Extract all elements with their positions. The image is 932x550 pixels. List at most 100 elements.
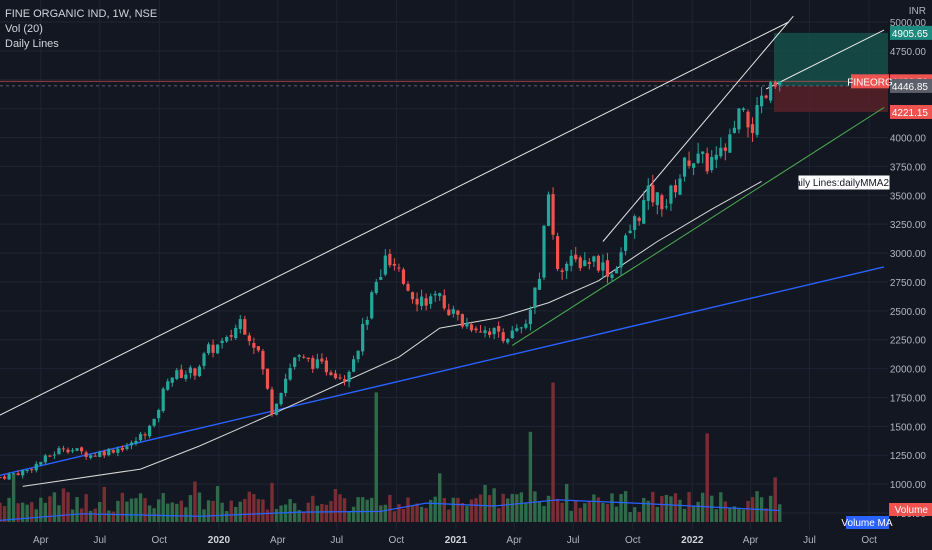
volume-bar bbox=[438, 473, 442, 522]
candle-body bbox=[80, 447, 84, 452]
candle-body bbox=[311, 357, 315, 369]
volume-bar bbox=[592, 494, 596, 522]
volume-bar bbox=[147, 505, 152, 522]
chart-legend: FINE ORGANIC IND, 1W, NSE Vol (20) Daily… bbox=[5, 7, 157, 52]
candle-body bbox=[116, 448, 120, 453]
volume-bar bbox=[551, 382, 555, 522]
volume-bar bbox=[768, 495, 773, 522]
candle-body bbox=[206, 344, 211, 354]
volume-bar bbox=[660, 496, 664, 522]
price-tick-label: 4000.00 bbox=[890, 134, 927, 145]
volume-bar bbox=[156, 499, 161, 522]
volume-bar bbox=[664, 494, 669, 522]
candle-body bbox=[102, 451, 106, 456]
candle-body bbox=[320, 358, 324, 362]
volume-bar bbox=[732, 506, 737, 522]
candle-body bbox=[596, 255, 600, 271]
volume-bar bbox=[487, 495, 492, 522]
volume-bar bbox=[220, 502, 224, 522]
price-tick-label: 2750.00 bbox=[890, 278, 927, 289]
candle-body bbox=[265, 368, 270, 389]
lines-study-label[interactable]: Daily Lines bbox=[5, 38, 59, 50]
candle-body bbox=[501, 332, 505, 342]
time-tick-label: Jul bbox=[567, 535, 580, 546]
price-tick-label: 1750.00 bbox=[890, 393, 927, 404]
volume-bar bbox=[279, 505, 283, 522]
volume-bar bbox=[66, 492, 70, 522]
volume-bar bbox=[297, 509, 301, 522]
mma200-line bbox=[22, 180, 762, 487]
time-tick-label: 2020 bbox=[208, 535, 231, 546]
price-tick-label: 1500.00 bbox=[890, 422, 927, 433]
candle-body bbox=[388, 253, 392, 266]
candle-body bbox=[637, 217, 641, 221]
volume-bar bbox=[569, 510, 573, 522]
volume-bar bbox=[574, 501, 578, 522]
candle-body bbox=[16, 473, 20, 475]
volume-bar bbox=[460, 502, 465, 522]
volume-bar bbox=[469, 499, 474, 522]
candle-body bbox=[565, 263, 569, 271]
candle-body bbox=[197, 366, 202, 377]
volume-bar bbox=[646, 500, 650, 522]
candle-body bbox=[723, 147, 727, 151]
candle-body bbox=[361, 324, 365, 352]
candle-body bbox=[52, 454, 56, 456]
candle-body bbox=[43, 455, 47, 463]
candle-body bbox=[574, 254, 578, 260]
volume-bar bbox=[134, 498, 138, 522]
volume-bar bbox=[324, 504, 329, 522]
candle-body bbox=[687, 160, 691, 166]
volume-study-label[interactable]: Vol (20) bbox=[5, 23, 43, 35]
candle-body bbox=[682, 157, 687, 177]
candle-body bbox=[510, 330, 514, 339]
volume-bar bbox=[555, 498, 560, 522]
volume-bar bbox=[102, 486, 106, 522]
symbol-title[interactable]: FINE ORGANIC IND, 1W, NSE bbox=[5, 8, 158, 20]
symbol-tag-bg bbox=[851, 74, 889, 89]
candle-body bbox=[642, 200, 646, 224]
candle-body bbox=[741, 108, 746, 111]
time-tick-label: Oct bbox=[389, 535, 405, 546]
candle-body bbox=[669, 185, 673, 204]
candle-body bbox=[760, 95, 764, 107]
time-tick-label: Oct bbox=[625, 535, 641, 546]
candle-body bbox=[610, 274, 614, 278]
candle-body bbox=[34, 463, 38, 471]
drawn-lines[interactable] bbox=[0, 15, 885, 487]
volume-bar bbox=[243, 498, 247, 522]
time-axis[interactable]: Apr Jul Oct 2020 Apr Jul Oct 2021 Apr Jul Oct 2022 A… bbox=[33, 535, 877, 546]
candle-body bbox=[148, 425, 152, 437]
candle-body bbox=[279, 393, 283, 405]
candle-body bbox=[769, 82, 773, 101]
volume-bar bbox=[11, 474, 16, 522]
volume-bar bbox=[778, 504, 782, 522]
candle-body bbox=[778, 81, 782, 86]
price-tick-label: 1250.00 bbox=[890, 451, 927, 462]
volume-bar bbox=[315, 505, 320, 522]
candle-body bbox=[583, 260, 587, 267]
candle-body bbox=[21, 470, 25, 476]
candle-body bbox=[57, 448, 61, 455]
candle-body bbox=[587, 262, 591, 264]
candle-body bbox=[39, 461, 43, 465]
volume-bar bbox=[247, 491, 252, 522]
volume-bar bbox=[447, 509, 451, 522]
volume-bar bbox=[673, 493, 678, 522]
daily-lines-tag-bg bbox=[797, 174, 891, 191]
volume-bar bbox=[601, 502, 605, 522]
candle-body bbox=[225, 337, 229, 342]
volume-bar bbox=[642, 497, 646, 522]
candle-body bbox=[451, 309, 455, 314]
candle-body bbox=[442, 295, 446, 309]
candle-body bbox=[188, 367, 192, 374]
volume-bar bbox=[107, 510, 111, 522]
candle-body bbox=[569, 255, 573, 266]
volume-bar bbox=[564, 483, 569, 522]
volume-bar bbox=[356, 497, 360, 522]
volume-bar bbox=[351, 506, 356, 522]
volume-bar bbox=[596, 497, 601, 522]
candle-body bbox=[25, 469, 29, 471]
candle-body bbox=[347, 371, 351, 382]
